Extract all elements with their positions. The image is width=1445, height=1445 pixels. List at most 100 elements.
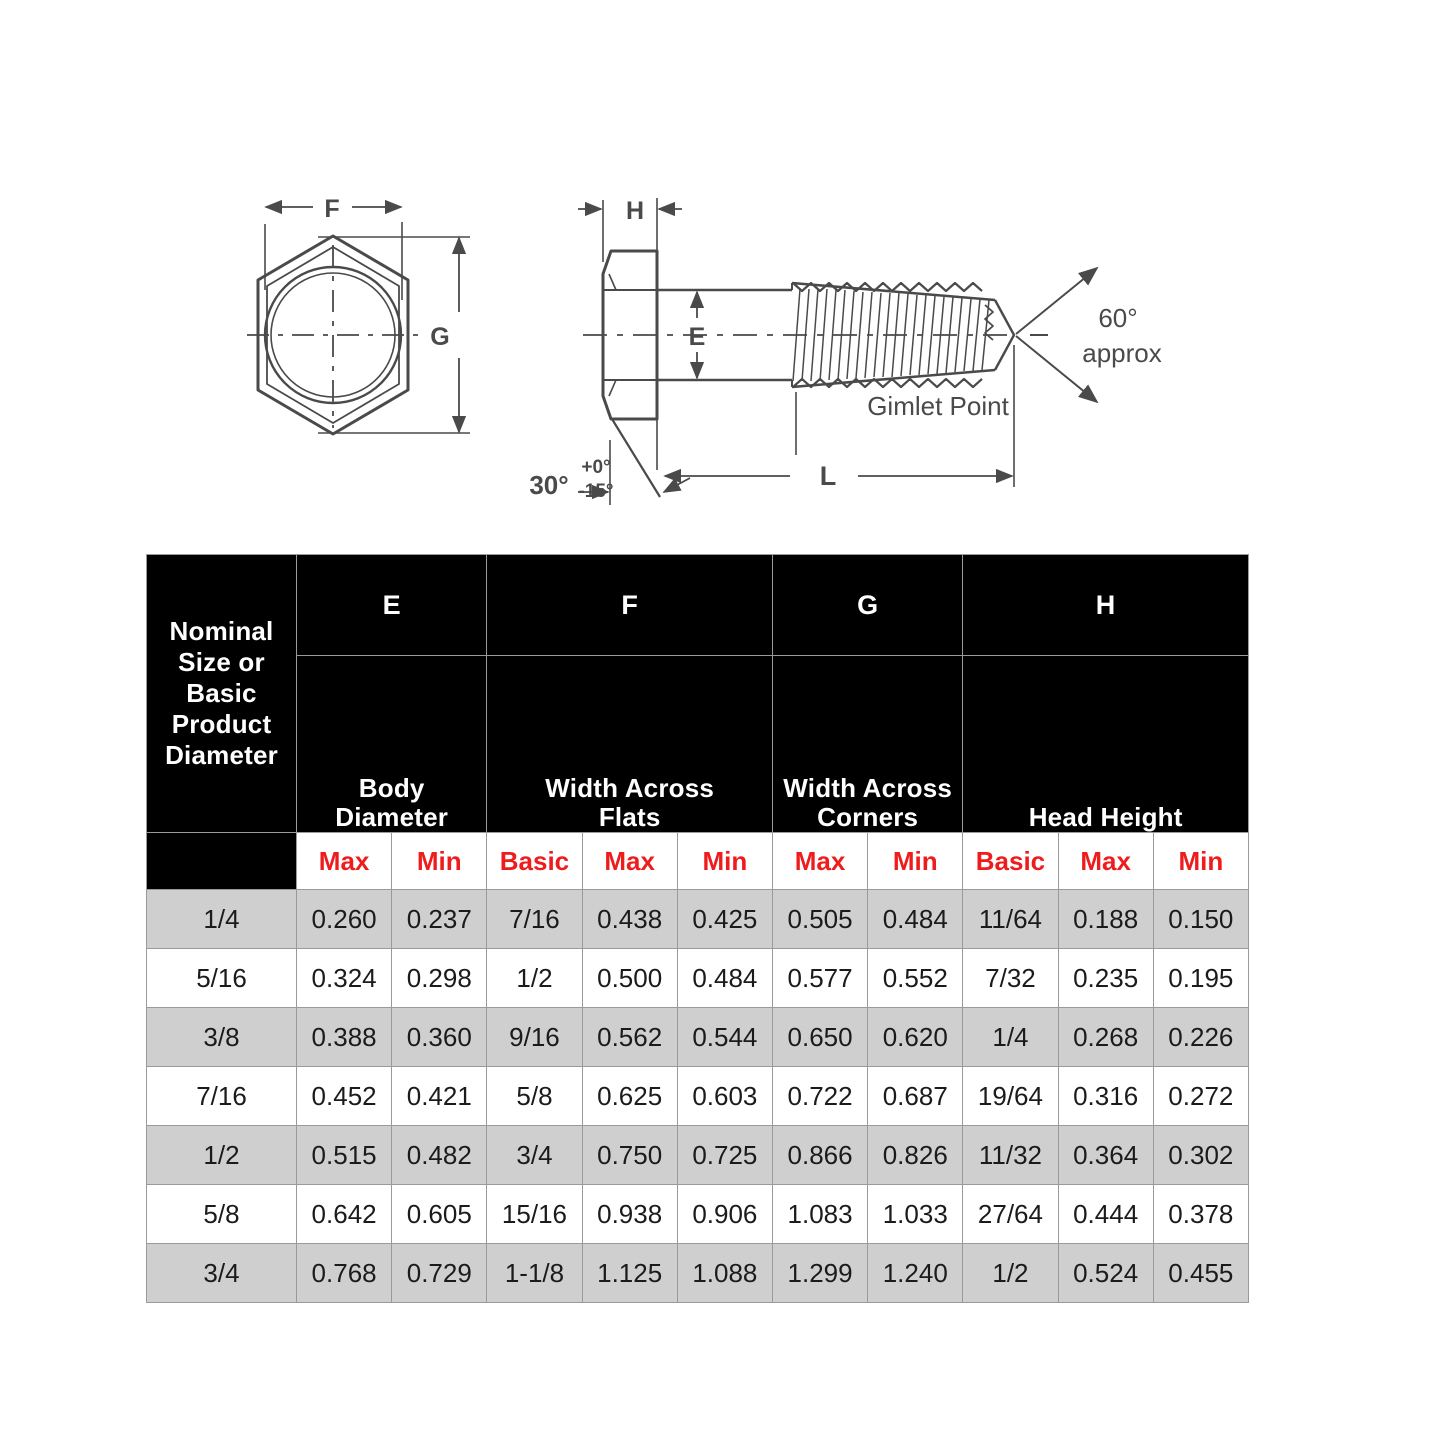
header-desc-F-line-0: Width Across: [545, 772, 715, 803]
cell-value: 0.750: [581, 1125, 678, 1185]
cell-nominal-size: 7/16: [146, 1066, 297, 1126]
header-desc-head-height: Head Height: [962, 655, 1249, 833]
header-sub-7: Basic: [962, 832, 1059, 890]
header-desc-body-diameter: Body Diameter: [295, 655, 488, 833]
cell-value: 0.625: [581, 1066, 678, 1126]
cell-value: 0.226: [1152, 1007, 1249, 1067]
cell-value: 0.237: [391, 889, 488, 949]
header-row-descriptions: Body Diameter Width Across Flats Width A…: [147, 655, 1249, 833]
header-desc-F-line-1: Flats: [598, 801, 661, 832]
label-gimlet-point: Gimlet Point: [867, 391, 1009, 421]
chamfer-angle-leader: [578, 418, 691, 505]
table-row: 1/2 0.515 0.482 3/4 0.750 0.725 0.866 0.826 11/3…: [146, 1125, 1249, 1185]
cell-value: 0.150: [1152, 889, 1249, 949]
header-sub-blank: [146, 832, 297, 890]
cell-value: 0.482: [391, 1125, 488, 1185]
cell-value: 0.768: [295, 1243, 393, 1303]
header-sub-8: Max: [1057, 832, 1154, 890]
table-row: 5/16 0.324 0.298 1/2 0.500 0.484 0.577 0.552 7/3…: [146, 948, 1249, 1008]
cell-value: 19/64: [962, 1066, 1059, 1126]
table-row: 3/8 0.388 0.360 9/16 0.562 0.544 0.650 0.620 1/4…: [146, 1007, 1249, 1067]
label-F: F: [324, 195, 339, 223]
cell-value: 0.484: [676, 948, 773, 1008]
header-desc-width-across-flats: Width Across Flats: [486, 655, 773, 833]
dimension-G: [318, 236, 470, 434]
header-row-letters: Nominal Size or Basic Product Diameter E…: [146, 554, 1249, 833]
cell-value: 0.722: [771, 1066, 869, 1126]
cell-value: 0.195: [1152, 948, 1249, 1008]
cell-value: 0.562: [581, 1007, 678, 1067]
cell-value: 1-1/8: [486, 1243, 583, 1303]
cell-value: 0.544: [676, 1007, 773, 1067]
cell-value: 0.866: [771, 1125, 869, 1185]
table-row: 7/16 0.452 0.421 5/8 0.625 0.603 0.722 0.687 19/…: [146, 1066, 1249, 1126]
cell-value: 0.260: [295, 889, 393, 949]
point-angle-leader: [1015, 266, 1099, 404]
cell-value: 1.299: [771, 1243, 869, 1303]
cell-nominal-size: 1/4: [146, 889, 297, 949]
cell-value: 0.552: [867, 948, 964, 1008]
cell-value: 0.524: [1057, 1243, 1154, 1303]
label-G: G: [430, 323, 449, 351]
cell-value: 0.444: [1057, 1184, 1154, 1244]
label-H: H: [626, 197, 644, 225]
cell-value: 1.125: [581, 1243, 678, 1303]
cell-value: 0.302: [1152, 1125, 1249, 1185]
cell-value: 0.268: [1057, 1007, 1154, 1067]
dimension-L: [663, 345, 1015, 487]
cell-value: 7/32: [962, 948, 1059, 1008]
dimension-F: [264, 199, 403, 300]
cell-value: 0.425: [676, 889, 773, 949]
table-row: 3/4 0.768 0.729 1-1/8 1.125 1.088 1.299 1.240 1/…: [146, 1243, 1249, 1303]
cell-value: 0.650: [771, 1007, 869, 1067]
cell-nominal-size: 3/4: [146, 1243, 297, 1303]
cell-nominal-size: 5/8: [146, 1184, 297, 1244]
cell-value: 0.603: [676, 1066, 773, 1126]
hexagon-chamfer: [266, 246, 400, 424]
centerlines-top-view: [247, 245, 424, 428]
label-E: E: [689, 323, 706, 351]
cell-value: 11/32: [962, 1125, 1059, 1185]
cell-value: 1/4: [962, 1007, 1059, 1067]
cell-value: 9/16: [486, 1007, 583, 1067]
cell-value: 1/2: [486, 948, 583, 1008]
cell-nominal-size: 5/16: [146, 948, 297, 1008]
label-point-angle-note: approx: [1082, 338, 1162, 368]
spec-table-container: Nominal Size or Basic Product Diameter E…: [146, 554, 1249, 1303]
label-point-angle: 60°: [1098, 303, 1137, 333]
cell-value: 0.484: [867, 889, 964, 949]
header-sub-5: Max: [771, 832, 869, 890]
cell-value: 0.620: [867, 1007, 964, 1067]
cell-value: 0.687: [867, 1066, 964, 1126]
hexagon-outline: [256, 234, 410, 436]
table-row: 5/8 0.642 0.605 15/16 0.938 0.906 1.083 1.033 27…: [146, 1184, 1249, 1244]
header-letter-E: E: [295, 554, 488, 656]
dimension-H: [578, 198, 682, 262]
header-desc-G-line-1: Corners: [817, 801, 919, 832]
header-letter-G: G: [771, 554, 964, 656]
cell-value: 27/64: [962, 1184, 1059, 1244]
header-desc-G-line-0: Width Across: [783, 772, 953, 803]
cell-value: 0.235: [1057, 948, 1154, 1008]
cell-value: 0.272: [1152, 1066, 1249, 1126]
cell-value: 0.438: [581, 889, 678, 949]
cell-value: 0.500: [581, 948, 678, 1008]
cell-value: 0.577: [771, 948, 869, 1008]
cell-value: 0.642: [295, 1184, 393, 1244]
cell-value: 0.388: [295, 1007, 393, 1067]
table-body: 1/4 0.260 0.237 7/16 0.438 0.425 0.505 0.484 11/…: [146, 889, 1249, 1303]
cell-value: 0.364: [1057, 1125, 1154, 1185]
dimension-spec-table: Nominal Size or Basic Product Diameter E…: [146, 554, 1249, 1303]
table-row: 1/4 0.260 0.237 7/16 0.438 0.425 0.505 0.484 11/…: [146, 889, 1249, 949]
cell-value: 0.298: [391, 948, 488, 1008]
header-sub-9: Min: [1152, 832, 1249, 890]
header-nominal-size: Nominal Size or Basic Product Diameter: [146, 554, 297, 833]
cell-value: 0.505: [771, 889, 869, 949]
cell-value: 0.906: [676, 1184, 773, 1244]
header-nominal-line-0: Nominal: [169, 615, 274, 646]
cell-value: 1/2: [962, 1243, 1059, 1303]
cell-value: 0.455: [1152, 1243, 1249, 1303]
cell-value: 0.729: [391, 1243, 488, 1303]
label-head-angle: 30°: [529, 470, 568, 500]
